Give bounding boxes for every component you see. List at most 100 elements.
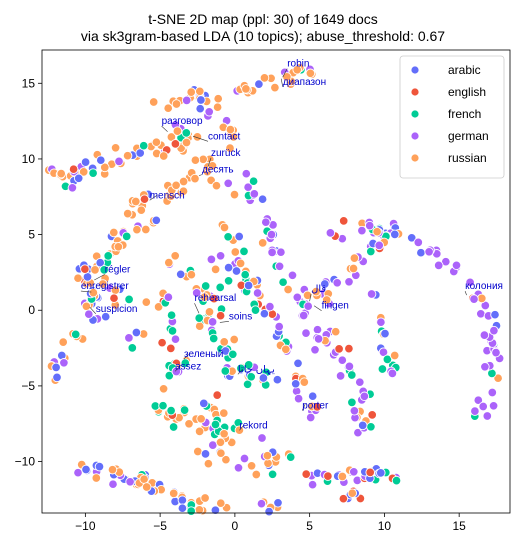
data-point-russian xyxy=(122,208,133,219)
data-point-german xyxy=(470,406,480,416)
data-point-german xyxy=(292,292,303,303)
data-point-russian xyxy=(56,168,66,179)
data-point-german xyxy=(305,412,316,423)
data-point-french xyxy=(210,419,221,430)
data-point-arabic xyxy=(94,461,105,472)
data-point-russian xyxy=(73,273,83,283)
data-point-russian xyxy=(292,65,302,75)
annotation-arrow xyxy=(313,305,322,311)
data-point-russian xyxy=(229,334,239,345)
data-point-russian xyxy=(225,124,236,135)
data-point-russian xyxy=(270,82,280,93)
data-point-german xyxy=(233,463,244,473)
data-point-french xyxy=(223,232,233,242)
data-point-arabic xyxy=(231,266,242,276)
annotation-arrow xyxy=(237,369,243,375)
data-point-german xyxy=(266,229,277,240)
data-point-arabic xyxy=(293,358,303,369)
data-point-german xyxy=(344,361,355,372)
data-point-french xyxy=(487,368,497,379)
data-point-russian xyxy=(389,350,400,361)
data-point-arabic xyxy=(258,373,269,383)
data-point-german xyxy=(344,277,354,287)
data-point-russian xyxy=(477,293,487,304)
data-point-german xyxy=(366,289,377,299)
data-point-arabic xyxy=(177,495,188,505)
data-point-french xyxy=(267,469,278,480)
data-point-russian xyxy=(219,337,229,347)
data-point-russian xyxy=(216,448,226,458)
legend-label-arabic: arabic xyxy=(448,63,481,77)
data-point-french xyxy=(124,294,134,305)
annotation-arrow xyxy=(219,321,229,323)
data-point-russian xyxy=(186,269,197,280)
data-point-french xyxy=(70,329,81,340)
data-point-french xyxy=(194,313,204,323)
data-point-german xyxy=(313,334,324,344)
data-point-russian xyxy=(184,419,194,429)
data-point-german xyxy=(265,301,275,312)
data-point-arabic xyxy=(52,372,62,383)
data-point-english xyxy=(323,471,333,481)
annotation-arrow xyxy=(280,78,283,87)
data-point-arabic xyxy=(195,103,205,114)
data-point-russian xyxy=(299,377,310,387)
annotation-label: fingen xyxy=(322,301,349,312)
data-point-german xyxy=(491,347,501,358)
data-point-russian xyxy=(164,257,174,268)
annotation-arrow xyxy=(239,425,245,431)
data-point-french xyxy=(228,349,238,360)
data-point-russian xyxy=(215,437,226,448)
annotation-label: یہاں جاتا xyxy=(238,364,275,375)
data-point-russian xyxy=(219,222,230,233)
data-point-german xyxy=(171,366,182,377)
data-point-russian xyxy=(302,290,313,301)
data-point-german xyxy=(59,358,69,368)
data-point-russian xyxy=(246,461,257,471)
data-point-french xyxy=(168,422,179,432)
data-point-russian xyxy=(100,162,110,173)
data-point-arabic xyxy=(199,398,209,409)
data-point-russian xyxy=(178,176,189,187)
data-point-russian xyxy=(90,265,100,275)
data-point-english xyxy=(301,469,311,479)
y-tick-label: −5 xyxy=(21,379,35,393)
data-point-french xyxy=(208,333,219,344)
data-point-french xyxy=(243,360,254,370)
data-point-german xyxy=(479,330,490,340)
data-point-russian xyxy=(88,287,99,298)
data-point-arabic xyxy=(257,194,268,204)
data-point-russian xyxy=(210,264,221,275)
data-point-russian xyxy=(196,414,206,424)
data-point-german xyxy=(469,294,479,304)
data-point-english xyxy=(157,337,167,348)
x-tick-label: 5 xyxy=(306,519,313,533)
data-point-french xyxy=(240,269,250,280)
data-point-russian xyxy=(91,473,102,483)
data-point-russian xyxy=(141,482,152,492)
data-point-russian xyxy=(347,488,358,498)
annotation-label: soins xyxy=(229,311,252,322)
data-point-russian xyxy=(78,167,89,177)
y-tick-label: 10 xyxy=(22,152,36,166)
data-point-german xyxy=(204,107,214,117)
legend-marker-english xyxy=(410,87,420,97)
data-point-russian xyxy=(170,251,180,261)
data-point-french xyxy=(223,276,234,286)
data-point-english xyxy=(365,467,375,478)
data-point-german xyxy=(307,479,318,490)
data-point-russian xyxy=(148,97,159,107)
data-point-english xyxy=(338,216,349,226)
legend: arabic english french german russian xyxy=(399,55,505,179)
data-point-russian xyxy=(221,454,231,465)
data-point-german xyxy=(325,228,336,238)
data-point-russian xyxy=(216,498,226,508)
data-point-german xyxy=(433,260,444,271)
annotation-label: mensch xyxy=(150,190,185,201)
data-point-french xyxy=(250,305,261,315)
data-point-french xyxy=(366,246,376,257)
data-point-russian xyxy=(200,493,210,503)
annotation-label: contact xyxy=(208,131,240,142)
data-point-russian xyxy=(171,180,181,191)
data-point-german xyxy=(298,310,309,321)
